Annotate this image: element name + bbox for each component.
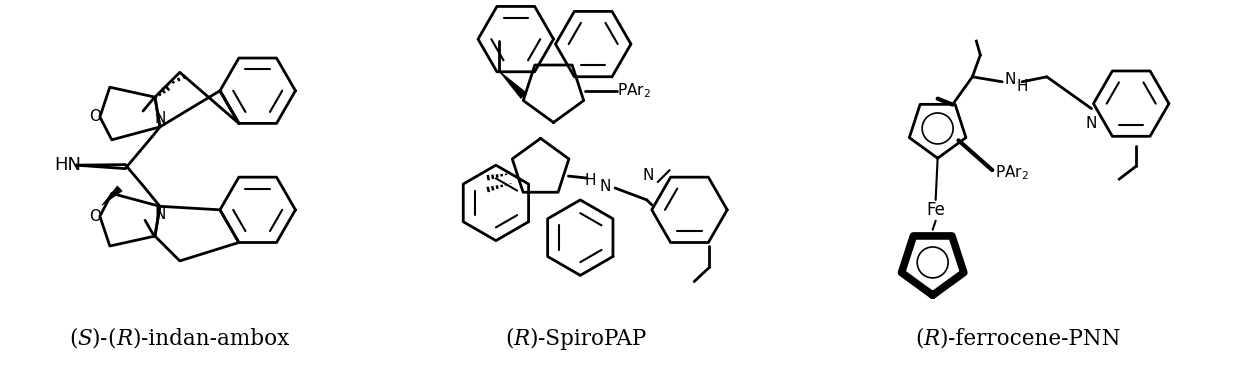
Text: N: N xyxy=(1086,116,1097,131)
Text: HN: HN xyxy=(55,156,81,174)
Text: ): ) xyxy=(92,328,100,350)
Text: -SpiroPAP: -SpiroPAP xyxy=(538,328,646,350)
Text: R: R xyxy=(513,328,529,350)
Text: -ferrocene-PNN: -ferrocene-PNN xyxy=(947,328,1121,350)
Text: (: ( xyxy=(108,328,117,350)
Text: -indan-ambox: -indan-ambox xyxy=(140,328,289,350)
Text: H: H xyxy=(1016,79,1028,94)
Text: R: R xyxy=(924,328,940,350)
Text: N: N xyxy=(599,179,611,194)
Text: ): ) xyxy=(529,328,538,350)
Text: Fe: Fe xyxy=(926,201,945,219)
Polygon shape xyxy=(498,71,527,99)
Text: H: H xyxy=(584,173,596,188)
Text: N: N xyxy=(642,168,653,183)
Text: N: N xyxy=(154,207,166,222)
Text: PAr$_2$: PAr$_2$ xyxy=(996,164,1029,182)
Text: N: N xyxy=(1004,72,1016,87)
Polygon shape xyxy=(102,186,122,205)
Text: ): ) xyxy=(940,328,947,350)
Text: S: S xyxy=(77,328,92,350)
Text: N: N xyxy=(154,111,166,126)
Text: (: ( xyxy=(505,328,513,350)
Text: O: O xyxy=(89,209,100,224)
Text: ): ) xyxy=(133,328,140,350)
Text: (: ( xyxy=(69,328,77,350)
Text: O: O xyxy=(89,109,100,124)
Text: PAr$_2$: PAr$_2$ xyxy=(618,81,651,100)
Text: -: - xyxy=(100,328,108,350)
Text: R: R xyxy=(115,328,133,350)
Text: (: ( xyxy=(915,328,924,350)
